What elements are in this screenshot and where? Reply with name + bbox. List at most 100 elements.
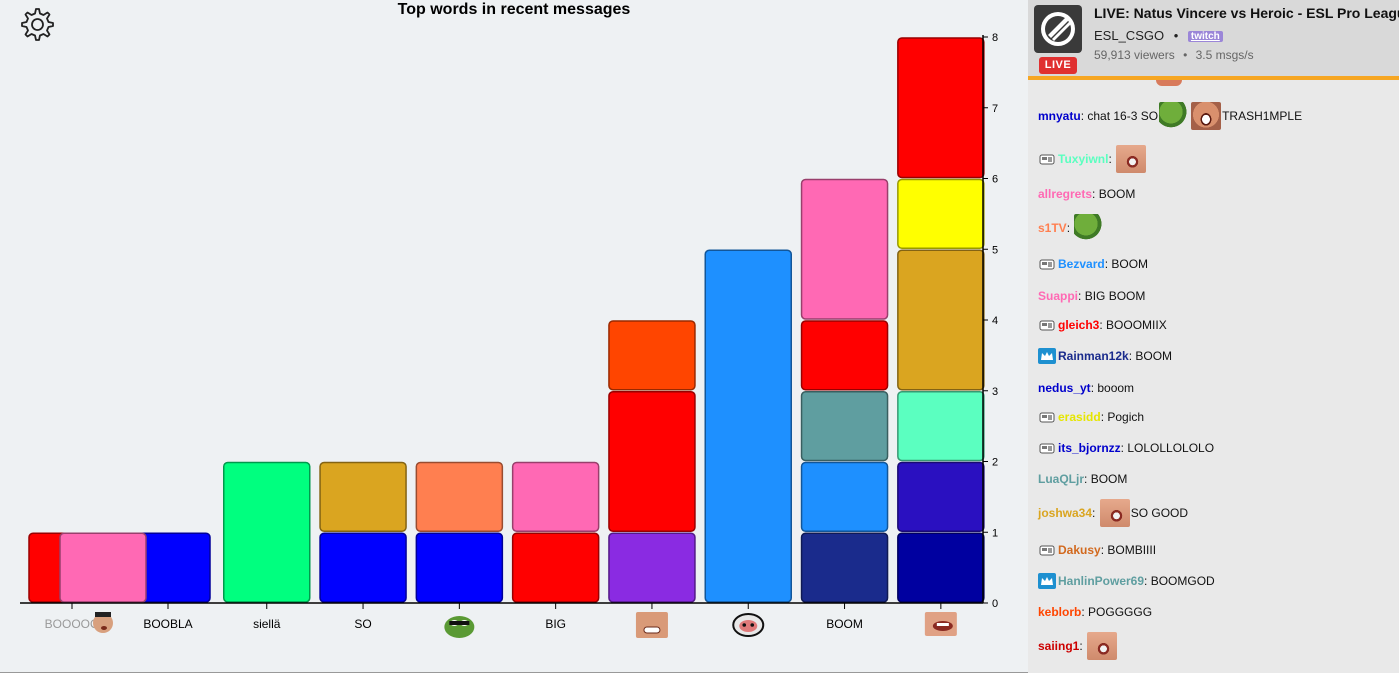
- chat-username[interactable]: saiing1: [1038, 639, 1080, 653]
- stream-title: LIVE: Natus Vincere vs Heroic - ESL Pro …: [1094, 5, 1399, 21]
- chat-separator: :: [1128, 349, 1136, 363]
- chat-username[interactable]: allregrets: [1038, 187, 1093, 201]
- x-tick-emote-grin-icon: [635, 612, 668, 638]
- bar-8-segment-4: [800, 178, 889, 320]
- chat-username[interactable]: mnyatu: [1038, 109, 1081, 123]
- chat-text: booom: [1097, 381, 1135, 395]
- mouth-emote-icon: [1116, 145, 1147, 173]
- bar-9-segment-2: [897, 391, 985, 462]
- chat-text: BOOOMIIX: [1106, 318, 1167, 332]
- chat-text: TRASH1MPLE: [1222, 109, 1303, 123]
- twitch-platform-badge[interactable]: twitch: [1187, 31, 1223, 43]
- bar-4-segment-1: [415, 461, 504, 532]
- chat-username[interactable]: Suappi: [1038, 289, 1079, 303]
- chat-text: BOOMGOD: [1150, 574, 1215, 588]
- chat-separator: :: [1084, 472, 1091, 486]
- chat-text: BOOM: [1098, 187, 1136, 201]
- y-tick-label-6: 6: [992, 174, 998, 186]
- x-tick-emote-face-icon: [93, 612, 113, 633]
- bar-9-segment-3: [897, 249, 985, 391]
- gear-icon[interactable]: [17, 5, 55, 43]
- bar-overlay-segment: [59, 532, 147, 603]
- subscriber-badge-icon: [1038, 441, 1056, 455]
- channel-line: ESL_CSGO • twitch: [1094, 28, 1223, 43]
- chat-username[interactable]: keblorb: [1038, 605, 1082, 619]
- x-tick-label-3: SO: [354, 617, 371, 631]
- chat-username[interactable]: gleich3: [1058, 318, 1100, 332]
- stream-header: LIVE LIVE: Natus Vincere vs Heroic - ESL…: [1028, 0, 1399, 80]
- bar-6-segment-2: [608, 320, 696, 391]
- channel-name[interactable]: ESL_CSGO: [1094, 28, 1165, 43]
- chat-message: erasidd: Pogich: [1038, 401, 1144, 433]
- chat-username[interactable]: nedus_yt: [1038, 381, 1091, 395]
- chat-separator: :: [1108, 152, 1116, 166]
- bar-6-segment-0: [608, 532, 696, 603]
- chat-separator: :: [1080, 109, 1088, 123]
- bar-3-segment-0: [319, 532, 407, 603]
- chat-text: Pogich: [1107, 410, 1145, 424]
- chat-text: BOOM: [1090, 472, 1128, 486]
- chat-username[interactable]: joshwa34: [1038, 506, 1093, 520]
- subscriber-badge-icon: [1038, 152, 1056, 166]
- scrolled-emote-fragment: [1156, 80, 1182, 86]
- chat-separator: :: [1144, 574, 1151, 588]
- mouth-emote-icon: [1099, 499, 1130, 527]
- chat-message: Dakusy: BOMBIIII: [1038, 534, 1156, 566]
- chat-username[interactable]: Tuxyiwnl: [1058, 152, 1109, 166]
- chat-separator: :: [1100, 543, 1108, 557]
- chat-message: HanlinPower69: BOOMGOD: [1038, 565, 1215, 597]
- esl-logo-icon: [1041, 12, 1075, 46]
- chat-username[interactable]: HanlinPower69: [1058, 574, 1145, 588]
- y-tick-label-7: 7: [992, 103, 998, 115]
- x-tick-emote-blob-icon: [732, 613, 765, 637]
- channel-logo[interactable]: [1034, 5, 1082, 53]
- chat-text: BOMBIIII: [1107, 543, 1157, 557]
- chat-text: LOLOLLOLOLO: [1127, 441, 1215, 455]
- bar-5-segment-0: [511, 532, 600, 603]
- chat-message: nedus_yt: booom: [1038, 372, 1134, 404]
- x-tick-label-0: BOOOOO: [45, 617, 100, 631]
- bar-7-segment-0: [704, 249, 792, 603]
- stream-stats: 59,913 viewers • 3.5 msgs/s: [1094, 48, 1254, 62]
- chat-separator: :: [1079, 639, 1087, 653]
- chat-separator: :: [1104, 257, 1112, 271]
- chat-message: s1TV:: [1038, 212, 1105, 244]
- subscriber-badge-icon: [1038, 257, 1056, 271]
- chat-separator: :: [1066, 221, 1074, 235]
- chat-message: LuaQLjr: BOOM: [1038, 463, 1127, 495]
- y-tick-label-8: 8: [992, 32, 998, 44]
- chat-username[interactable]: LuaQLjr: [1038, 472, 1085, 486]
- bar-8-segment-3: [800, 320, 889, 391]
- chart-panel: 0 1 2 3 4 5 6 7 8 BOOOOO BOOBLA siellä SO BIG BOOM Top…: [0, 0, 1028, 673]
- chat-message: allregrets: BOOM: [1038, 178, 1135, 210]
- bar-4-segment-0: [415, 532, 504, 603]
- chat-separator: :: [1092, 187, 1099, 201]
- chat-text: BOOM: [1135, 349, 1173, 363]
- chat-username[interactable]: Dakusy: [1058, 543, 1101, 557]
- bar-2-segment-0: [223, 461, 311, 603]
- bar-3-segment-1: [319, 461, 407, 532]
- bar-8-segment-1: [800, 461, 889, 532]
- y-tick-label-2: 2: [992, 457, 998, 469]
- x-tick-label-5: BIG: [545, 617, 566, 631]
- subscriber-badge-icon: [1038, 318, 1056, 332]
- chat-username[interactable]: Rainman12k: [1058, 349, 1129, 363]
- chat-username[interactable]: its_bjornzz: [1058, 441, 1121, 455]
- grin-emote-icon: [1191, 102, 1222, 130]
- chat-separator: :: [1100, 410, 1108, 424]
- chat-username[interactable]: s1TV: [1038, 221, 1067, 235]
- chart-title: Top words in recent messages: [397, 1, 631, 18]
- chat-username[interactable]: Bezvard: [1058, 257, 1105, 271]
- y-tick-label-4: 4: [992, 315, 998, 327]
- bar-8-segment-2: [800, 391, 889, 462]
- bar-8-segment-0: [800, 532, 889, 603]
- chat-separator: :: [1099, 318, 1107, 332]
- chat-text: BOOM: [1111, 257, 1149, 271]
- x-tick-emote-pepe-icon: [444, 616, 475, 638]
- bar-chart: 0 1 2 3 4 5 6 7 8 BOOOOO BOOBLA siellä SO BIG BOOM: [20, 32, 998, 638]
- chat-text: chat 16-3 SO: [1087, 109, 1159, 123]
- chat-separator: :: [1081, 605, 1089, 619]
- chat-message: gleich3: BOOOMIIX: [1038, 309, 1167, 341]
- chat-username[interactable]: erasidd: [1058, 410, 1101, 424]
